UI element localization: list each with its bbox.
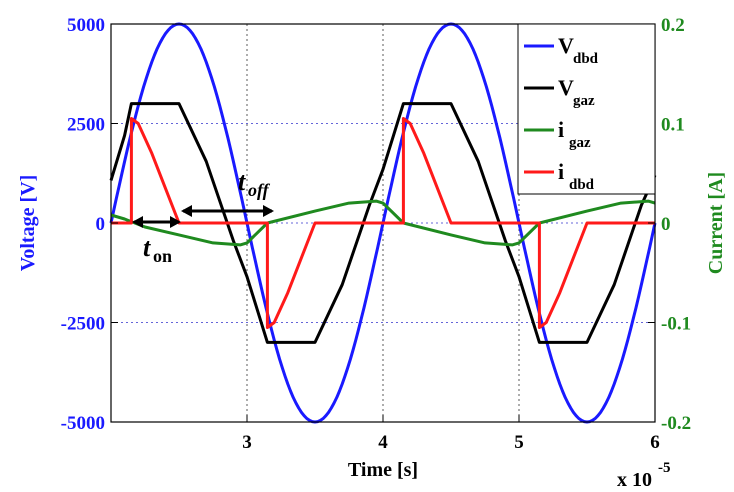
x-axis-label: Time [s] bbox=[348, 459, 418, 481]
legend-label: V bbox=[558, 33, 574, 58]
y-left-tick-label: 5000 bbox=[67, 15, 105, 36]
series-line-i-dbd bbox=[111, 117, 655, 329]
legend-label-sub: gaz bbox=[569, 135, 591, 151]
y-right-tick-label: -0.2 bbox=[661, 413, 691, 434]
toff-label-sub: off bbox=[248, 180, 271, 200]
x-tick-label: 5 bbox=[514, 432, 524, 453]
legend-box bbox=[517, 23, 656, 195]
legend-label: i bbox=[558, 159, 564, 184]
toff-arrow-head-right bbox=[263, 205, 274, 217]
y-left-tick-label: -5000 bbox=[61, 413, 105, 434]
x-tick-label: 6 bbox=[650, 432, 660, 453]
toff-label-main: t bbox=[238, 167, 246, 196]
y-right-tick-label: -0.1 bbox=[661, 314, 691, 335]
series-line-v-gaz bbox=[109, 102, 657, 344]
toff-arrow-head-left bbox=[181, 205, 192, 217]
ton-arrow-head-left bbox=[132, 216, 143, 228]
x-multiplier-exponent: -5 bbox=[658, 460, 671, 476]
y-left-axis-label: Voltage [V] bbox=[17, 175, 39, 271]
legend-label: i bbox=[558, 117, 564, 142]
x-multiplier-label: x 10 bbox=[617, 469, 652, 491]
legend-label-sub: dbd bbox=[573, 51, 599, 67]
y-left-tick-label: 0 bbox=[96, 214, 106, 235]
ton-label-sub: on bbox=[153, 246, 172, 266]
ton-annotation: t on bbox=[132, 216, 181, 266]
y-left-tick-label: 2500 bbox=[67, 115, 105, 136]
legend-label: V bbox=[558, 75, 574, 100]
y-right-tick-label: 0.1 bbox=[661, 115, 685, 136]
y-left-tick-label: -2500 bbox=[61, 314, 105, 335]
ticks: 5000 2500 0 -2500 -5000 0.2 0.1 0 -0.1 -0.2 3 4 5 6 bbox=[61, 15, 691, 453]
ton-label-main: t bbox=[143, 233, 151, 262]
y-right-tick-label: 0.2 bbox=[661, 15, 685, 36]
toff-annotation: t off bbox=[181, 167, 274, 217]
y-right-tick-label: 0 bbox=[661, 214, 671, 235]
x-tick-label: 3 bbox=[242, 432, 252, 453]
legend-label-sub: gaz bbox=[573, 93, 595, 109]
series-layer bbox=[109, 22, 657, 424]
y-right-axis-label: Current [A] bbox=[705, 172, 727, 274]
ton-arrow-head-right bbox=[170, 216, 181, 228]
series-line-i-gaz bbox=[110, 199, 656, 247]
legend-label-sub: dbd bbox=[569, 177, 595, 193]
x-tick-label: 4 bbox=[378, 432, 388, 453]
